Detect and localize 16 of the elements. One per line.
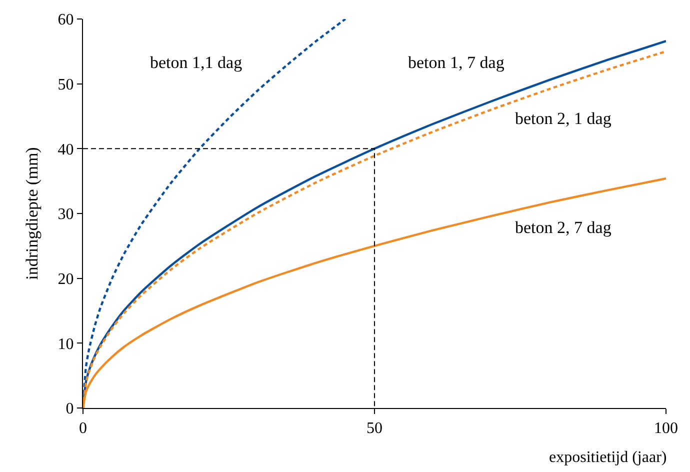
x-tick-label: 100	[654, 420, 678, 438]
y-tick-label: 60	[58, 12, 74, 29]
series-label: beton 2, 1 dag	[515, 109, 612, 128]
x-tick-label: 50	[366, 420, 382, 438]
y-tick-label: 10	[58, 336, 74, 353]
series-label: beton 1, 7 dag	[408, 53, 505, 72]
x-tick-label: 0	[79, 420, 87, 438]
y-axis-title: indringdiepte (mm)	[22, 147, 42, 280]
series-label: beton 1,1 dag	[150, 53, 243, 72]
series-label: beton 2, 7 dag	[515, 218, 612, 237]
x-axis-title: expositietijd (jaar)	[549, 449, 667, 466]
y-tick-label: 50	[58, 76, 74, 94]
y-tick-label: 20	[58, 270, 74, 288]
y-tick-label: 0	[66, 400, 74, 418]
y-tick-label: 40	[58, 141, 74, 158]
y-tick-label: 30	[58, 206, 74, 224]
